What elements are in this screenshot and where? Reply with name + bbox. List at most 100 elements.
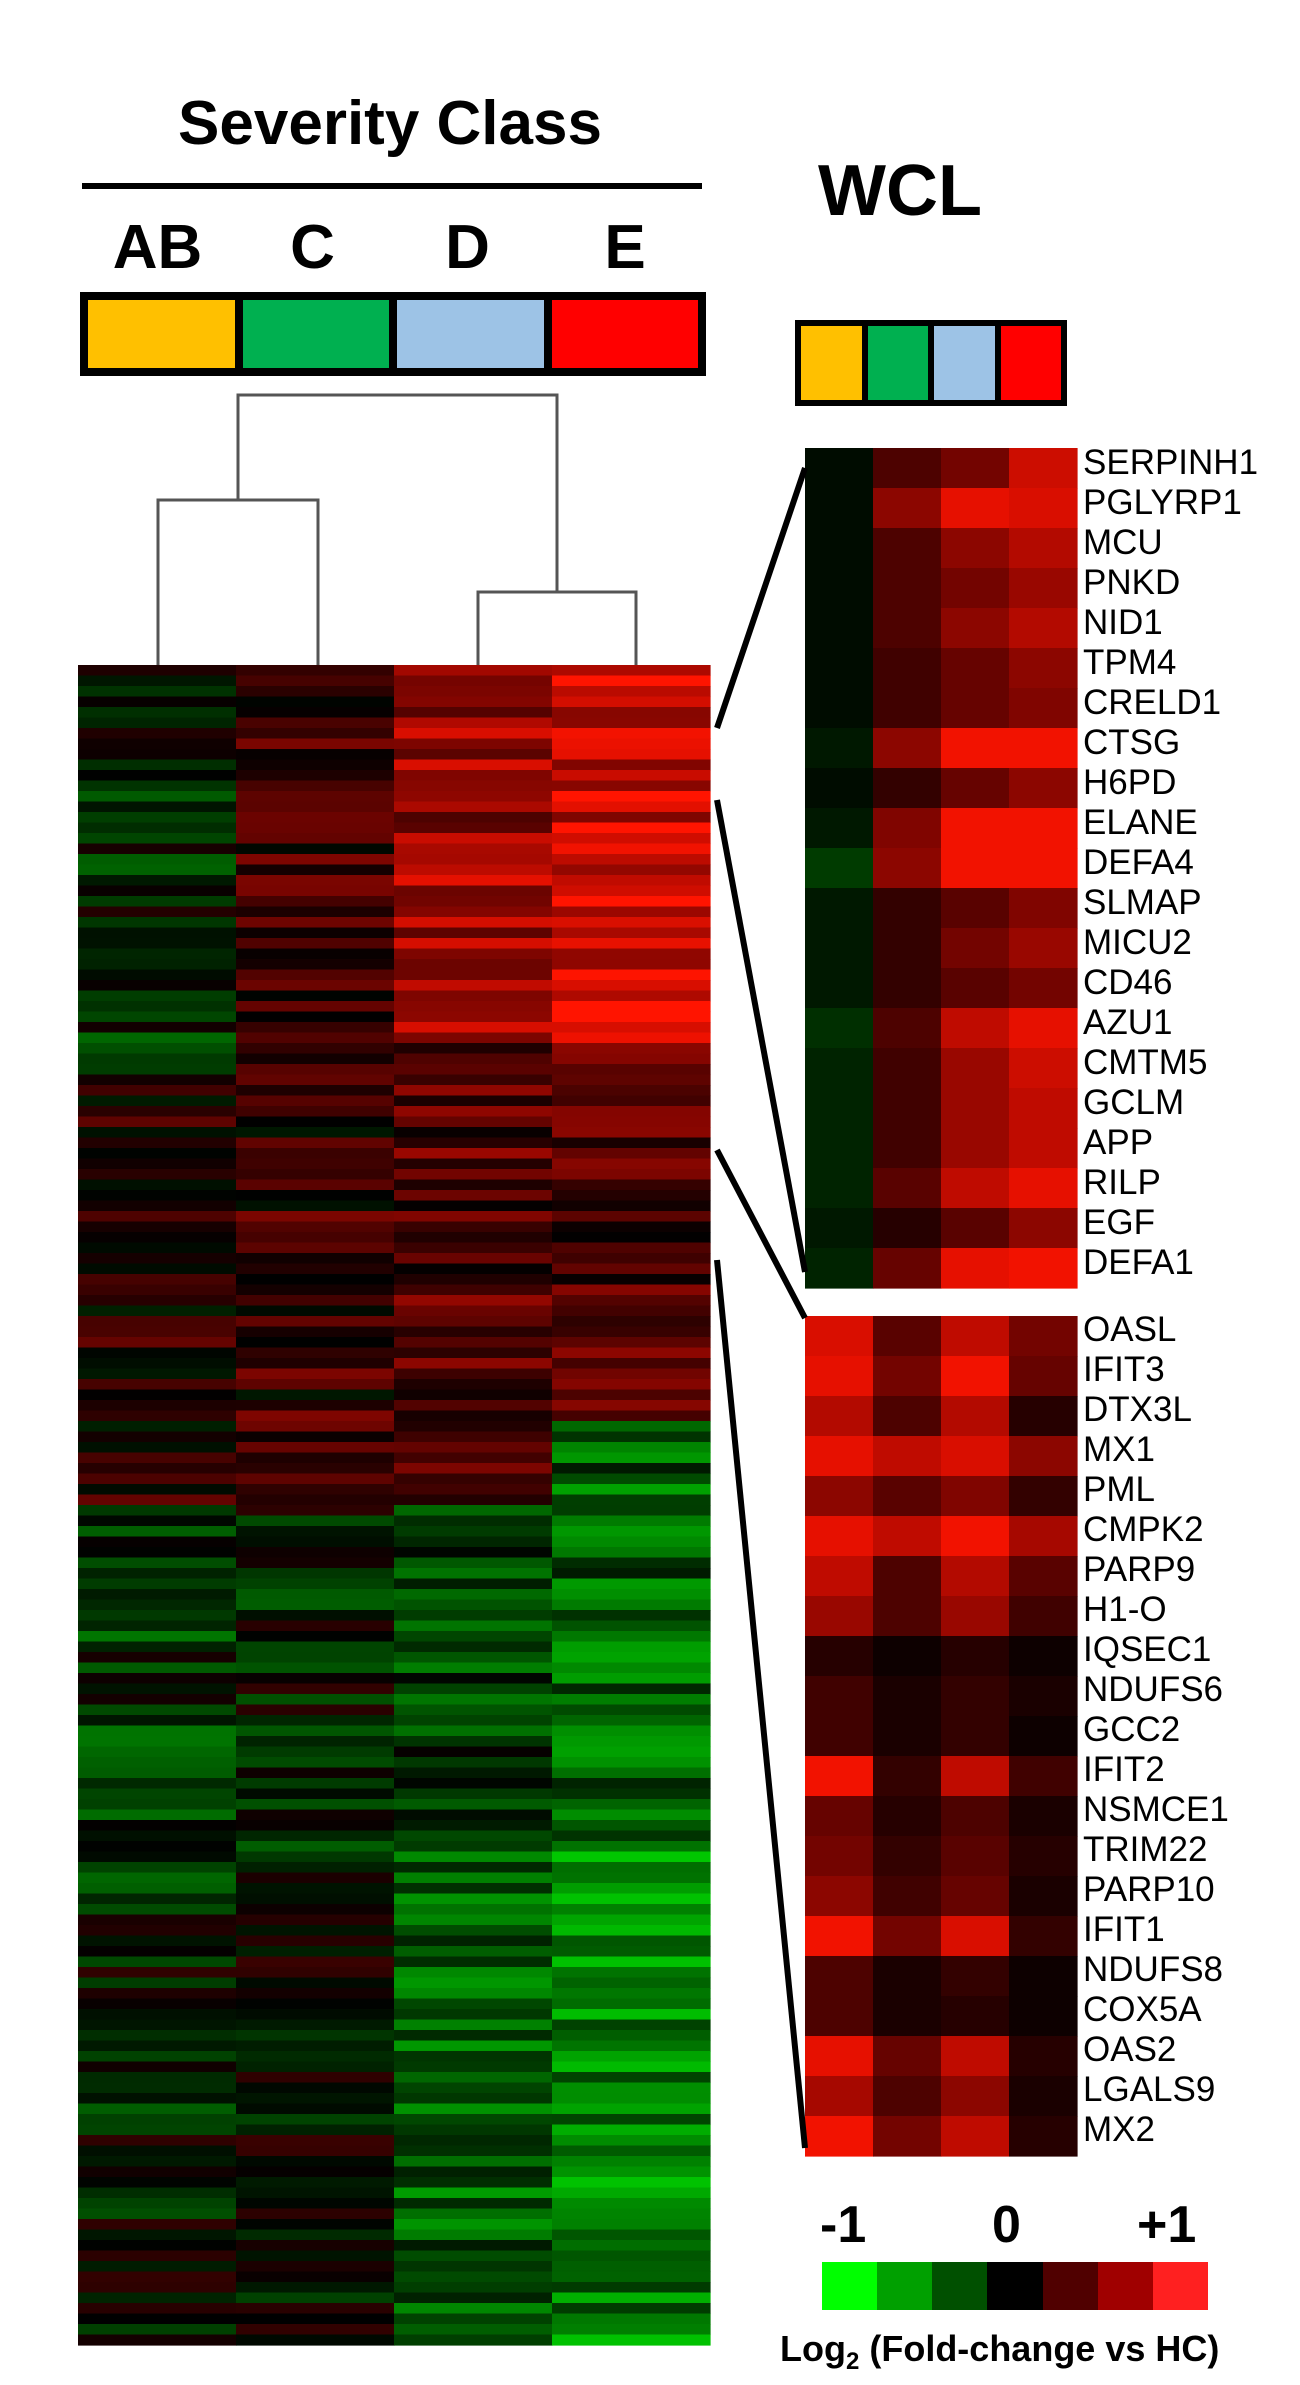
main-heatmap-cell [394, 1316, 553, 1328]
connector-top-lower [714, 799, 808, 1273]
gene-label: MCU [1083, 523, 1163, 562]
main-heatmap-cell [236, 1746, 395, 1758]
main-heatmap-cell [236, 2282, 395, 2294]
gene-label: NDUFS6 [1083, 1670, 1224, 1709]
main-heatmap-cell [236, 1473, 395, 1485]
main-heatmap-cell [78, 2282, 237, 2294]
main-heatmap-cell [394, 1421, 553, 1433]
top-panel-cell [941, 1088, 1010, 1129]
main-heatmap-cell [394, 1169, 553, 1181]
main-heatmap-cell [394, 1295, 553, 1307]
bottom-panel-cell [1009, 1836, 1078, 1877]
main-heatmap-cell [394, 1967, 553, 1979]
main-heatmap-cell [78, 759, 237, 771]
main-heatmap-cell [552, 1316, 711, 1328]
main-heatmap-cell [78, 1641, 237, 1653]
main-heatmap-cell [394, 1851, 553, 1863]
main-heatmap-cell [552, 1557, 711, 1569]
main-heatmap-cell [394, 1536, 553, 1548]
main-heatmap-cell [394, 896, 553, 908]
top-panel-cell [941, 1048, 1010, 1089]
main-heatmap-cell [552, 843, 711, 855]
main-heatmap-cell [78, 2292, 237, 2304]
main-heatmap-cell [78, 749, 237, 761]
main-heatmap-cell [78, 1830, 237, 1842]
main-heatmap-cell [552, 1757, 711, 1769]
main-heatmap-cell [394, 2145, 553, 2157]
colorbar-mid-label: 0 [992, 2196, 1021, 2254]
top-panel-cell [873, 728, 942, 769]
main-heatmap-cell [236, 2229, 395, 2241]
colorbar-swatch [1042, 2262, 1098, 2310]
top-panel-cell [805, 1128, 874, 1169]
main-heatmap-cell [236, 686, 395, 698]
main-heatmap-cell [552, 917, 711, 929]
main-heatmap-cell [236, 1389, 395, 1401]
top-panel-cell [941, 928, 1010, 969]
dendrogram-root-branch [236, 393, 559, 592]
bottom-panel-cell [805, 1996, 874, 2037]
main-heatmap-cell [78, 2250, 237, 2262]
main-heatmap-cell [394, 1610, 553, 1622]
main-heatmap-cell [552, 1799, 711, 1811]
class-swatch-e [543, 300, 698, 368]
top-panel-cell [805, 848, 874, 889]
top-panel-cell [805, 608, 874, 649]
main-heatmap-cell [394, 2324, 553, 2336]
top-panel-cell [873, 1088, 942, 1129]
main-heatmap-cell [236, 1515, 395, 1527]
top-panel-cell [941, 688, 1010, 729]
main-heatmap-cell [394, 1064, 553, 1076]
bottom-panel-cell [873, 2076, 942, 2117]
main-heatmap-cell [394, 948, 553, 960]
main-heatmap-cell [236, 1809, 395, 1821]
main-heatmap-cell [394, 2229, 553, 2241]
main-heatmap-cell [78, 822, 237, 834]
main-heatmap-cell [394, 1652, 553, 1664]
class-swatch-d [389, 300, 544, 368]
main-heatmap-cell [394, 1956, 553, 1968]
main-heatmap-cell [552, 1358, 711, 1370]
main-heatmap-cell [394, 1494, 553, 1506]
main-heatmap-cell [552, 1652, 711, 1664]
main-heatmap-cell [394, 906, 553, 918]
wcl-swatch-d [928, 326, 995, 400]
main-heatmap-cell [78, 1652, 237, 1664]
main-heatmap-cell [236, 948, 395, 960]
main-heatmap-cell [236, 1893, 395, 1905]
main-heatmap-cell [394, 1043, 553, 1055]
top-panel-cell [805, 968, 874, 1009]
bottom-panel-cell [1009, 1436, 1078, 1477]
top-panel-cell [873, 968, 942, 1009]
main-heatmap-cell [552, 1662, 711, 1674]
main-heatmap-cell [552, 665, 711, 677]
main-heatmap-cell [236, 1211, 395, 1223]
colorbar-title-sub: 2 [845, 2348, 860, 2376]
main-heatmap-cell [394, 1547, 553, 1559]
main-heatmap-cell [78, 1053, 237, 1065]
main-heatmap-cell [78, 696, 237, 708]
main-heatmap-cell [394, 1463, 553, 1475]
main-heatmap-cell [78, 1872, 237, 1884]
bottom-panel-cell [805, 1556, 874, 1597]
gene-label: MX2 [1083, 2110, 1155, 2149]
bottom-panel-cell [805, 2036, 874, 2077]
top-panel-cell [1009, 1008, 1078, 1049]
bottom-panel-cell [873, 1836, 942, 1877]
main-heatmap-cell [394, 854, 553, 866]
main-heatmap-cell [236, 2156, 395, 2168]
main-heatmap-cell [552, 1421, 711, 1433]
main-heatmap-cell [394, 2166, 553, 2178]
gene-label: EGF [1083, 1203, 1155, 1242]
main-heatmap-cell [552, 1158, 711, 1170]
main-heatmap-cell [394, 1137, 553, 1149]
gene-label: IFIT3 [1083, 1350, 1165, 1389]
main-heatmap-cell [78, 1547, 237, 1559]
bottom-panel-cell [873, 1476, 942, 1517]
main-heatmap-cell [394, 1011, 553, 1023]
main-heatmap-cell [236, 1988, 395, 2000]
main-heatmap-cell [552, 1022, 711, 1034]
main-heatmap-cell [78, 1095, 237, 1107]
bottom-panel-cell [805, 1716, 874, 1757]
